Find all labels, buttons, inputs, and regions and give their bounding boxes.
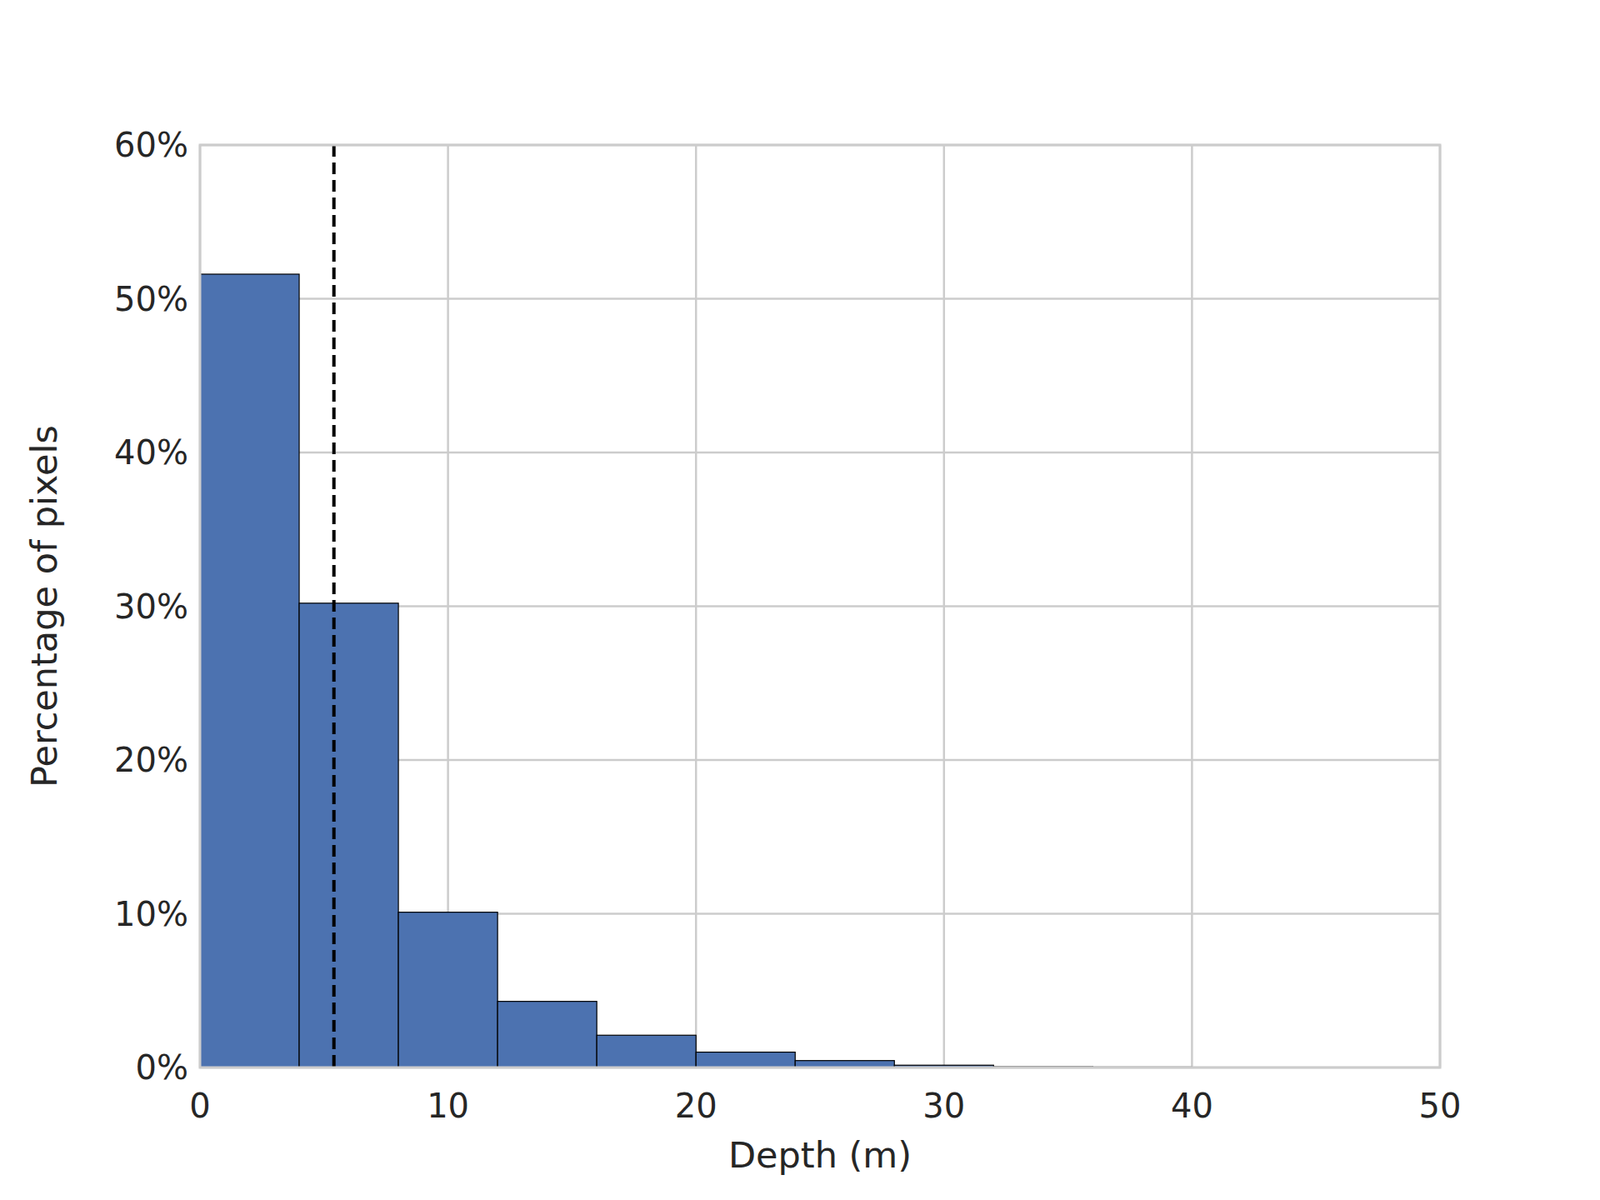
y-tick-label: 10% bbox=[114, 895, 189, 934]
y-tick-label: 20% bbox=[114, 740, 189, 780]
grid-line bbox=[200, 451, 1440, 455]
bar bbox=[398, 912, 498, 1068]
x-tick-label: 40 bbox=[1170, 1086, 1214, 1125]
bar bbox=[200, 274, 300, 1068]
grid-line bbox=[943, 145, 946, 1068]
chart: 0% 10% 20% 30% 40% 50% 60% 0 10 20 30 40 50 Depth (m)… bbox=[0, 0, 1600, 1200]
x-axis-label: Depth (m) bbox=[728, 1134, 912, 1176]
bars bbox=[200, 145, 1390, 1068]
bar bbox=[299, 603, 399, 1068]
mean-line bbox=[332, 145, 336, 1068]
grid-line bbox=[695, 145, 698, 1068]
x-tick-label: 30 bbox=[922, 1086, 965, 1125]
grid-line bbox=[1190, 145, 1194, 1068]
y-tick-label: 50% bbox=[114, 280, 189, 319]
x-tick-label: 20 bbox=[675, 1086, 718, 1125]
grid-line bbox=[200, 297, 1440, 300]
bar bbox=[596, 1035, 696, 1068]
y-axis-label: Percentage of pixels bbox=[23, 425, 65, 788]
y-tick-label: 30% bbox=[114, 587, 189, 626]
y-tick-label: 60% bbox=[114, 125, 189, 165]
y-tick-label: 0% bbox=[135, 1048, 189, 1087]
x-tick-label: 50 bbox=[1419, 1086, 1462, 1125]
x-tick-label: 0 bbox=[189, 1086, 210, 1125]
frame bbox=[200, 145, 1440, 1068]
y-tick-label: 40% bbox=[114, 433, 189, 472]
x-tick-label: 10 bbox=[426, 1086, 470, 1125]
bar bbox=[695, 1052, 795, 1068]
bar bbox=[497, 1001, 597, 1068]
